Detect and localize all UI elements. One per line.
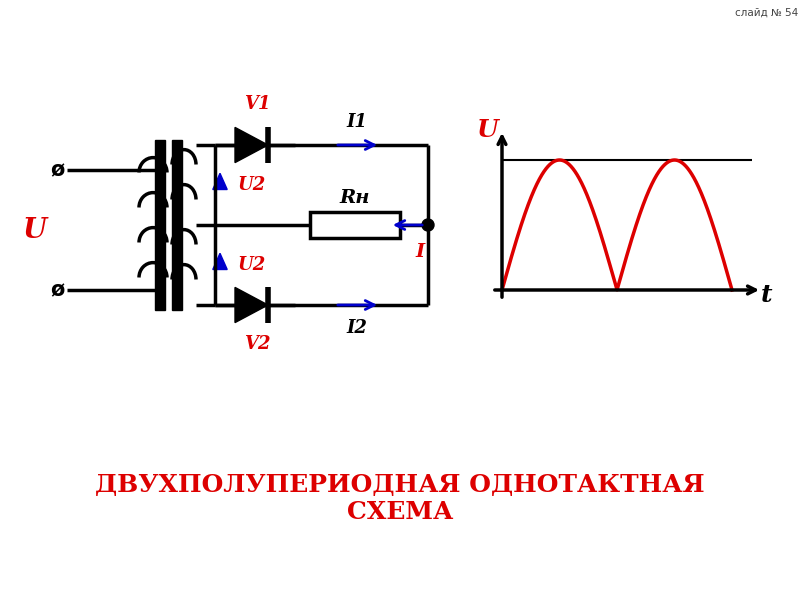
Text: ø: ø xyxy=(50,280,64,300)
Text: U: U xyxy=(477,118,499,142)
Bar xyxy=(172,140,182,310)
Text: СХЕМА: СХЕМА xyxy=(347,500,453,524)
Circle shape xyxy=(422,219,434,231)
Text: ДВУХПОЛУПЕРИОДНАЯ ОДНОТАКТНАЯ: ДВУХПОЛУПЕРИОДНАЯ ОДНОТАКТНАЯ xyxy=(95,473,705,497)
Text: V2: V2 xyxy=(244,335,270,353)
Text: U: U xyxy=(23,217,47,244)
Polygon shape xyxy=(213,253,227,269)
Text: I: I xyxy=(415,243,425,261)
Polygon shape xyxy=(235,287,268,323)
Text: V1: V1 xyxy=(244,95,270,113)
Polygon shape xyxy=(213,173,227,190)
Text: I1: I1 xyxy=(346,113,367,131)
Text: U2: U2 xyxy=(238,256,266,274)
Text: Rн: Rн xyxy=(340,189,370,207)
Text: U2: U2 xyxy=(238,176,266,194)
Text: ø: ø xyxy=(50,160,64,180)
Bar xyxy=(310,212,400,238)
Text: I2: I2 xyxy=(346,319,367,337)
Text: слайд № 54: слайд № 54 xyxy=(734,8,798,18)
Text: t: t xyxy=(762,283,773,307)
Polygon shape xyxy=(235,127,268,163)
Bar xyxy=(155,140,165,310)
